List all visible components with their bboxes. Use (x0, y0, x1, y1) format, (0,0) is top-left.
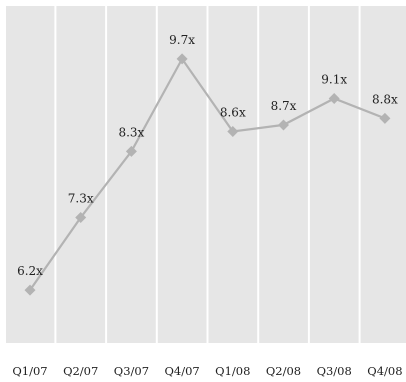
data-labels: 6.2x 7.3x 8.3x 9.7x 8.6x 8.7x 9.1x 8.8x (17, 33, 398, 278)
data-point-q3-07 (125, 145, 137, 157)
category-dividers (54, 6, 361, 343)
x-tick-label: Q2/08 (266, 364, 301, 378)
data-label: 9.7x (169, 33, 195, 47)
x-tick-label: Q2/07 (63, 364, 98, 378)
data-point-q1-07 (24, 284, 36, 296)
data-label: 8.8x (372, 92, 398, 106)
x-tick-label: Q3/07 (114, 364, 149, 378)
data-point-q4-07 (176, 53, 188, 65)
data-label: 6.2x (17, 264, 43, 278)
data-point-q1-08 (227, 126, 239, 138)
data-point-q2-07 (75, 211, 87, 223)
x-tick-label: Q4/08 (367, 364, 402, 378)
x-tick-label: Q1/07 (12, 364, 47, 378)
plot-background (6, 6, 406, 343)
x-tick-label: Q4/07 (164, 364, 199, 378)
data-markers (24, 53, 391, 296)
x-tick-label: Q1/08 (215, 364, 250, 378)
data-point-q4-08 (379, 112, 391, 124)
x-axis-tick-labels: Q1/07 Q2/07 Q3/07 Q4/07 Q1/08 Q2/08 Q3/08 Q4/08 (12, 364, 402, 378)
data-label: 8.3x (118, 125, 144, 139)
data-label: 8.6x (220, 106, 246, 120)
data-label: 8.7x (271, 99, 297, 113)
data-point-q3-08 (328, 93, 340, 105)
series-line (29, 56, 386, 291)
data-label: 9.1x (321, 73, 347, 87)
data-point-q2-08 (278, 119, 289, 131)
x-tick-label: Q3/08 (317, 364, 352, 378)
data-label: 7.3x (68, 192, 94, 206)
